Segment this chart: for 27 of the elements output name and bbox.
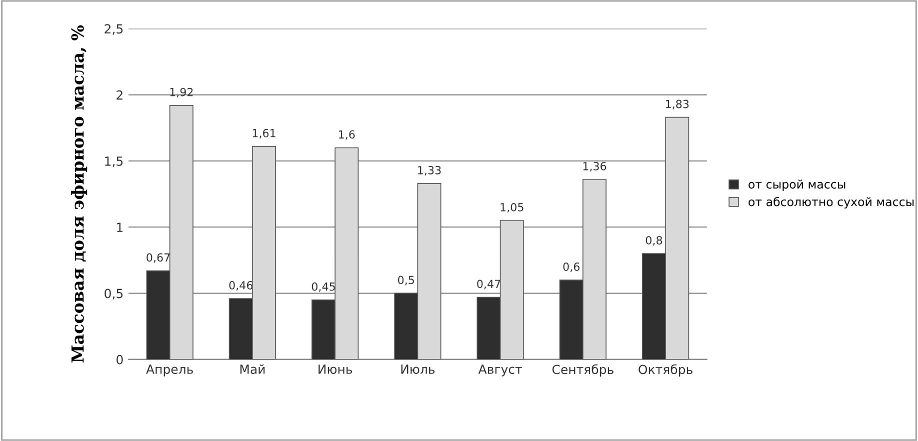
legend-label: от абсолютно сухой массы: [748, 196, 914, 209]
x-tick-label: Июль: [401, 364, 435, 374]
x-tick-label: Май: [240, 364, 265, 374]
y-axis-title: Массовая доля эфирного масла, %: [70, 25, 88, 362]
y-tick-label: 0,5: [104, 288, 123, 300]
x-tick-label: Сентябрь: [552, 364, 614, 377]
data-label: 1,61: [252, 128, 276, 138]
x-tick-label: Октябрь: [638, 364, 692, 377]
data-label: 1,83: [666, 100, 689, 110]
data-label: 0,47: [477, 280, 500, 290]
x-tick-label: Август: [478, 364, 522, 376]
y-tick-label: 1: [117, 222, 123, 232]
data-label: 1,05: [500, 203, 524, 213]
data-label: 1,36: [583, 162, 606, 172]
y-tick-label: 2,5: [104, 24, 123, 35]
legend-label: от сырой массы: [748, 180, 846, 191]
y-tick-label: 1,5: [105, 156, 123, 168]
data-label: 1,33: [418, 166, 441, 176]
data-label: 0,5: [398, 276, 414, 286]
x-tick-label: Апрель: [146, 364, 193, 376]
data-label: 0,67: [146, 253, 170, 263]
data-label: 0,6: [563, 262, 580, 272]
data-label: 1,6: [339, 130, 355, 140]
y-tick-label: 0: [116, 354, 123, 364]
data-label: 0,8: [646, 236, 662, 246]
x-tick-label: Июнь: [318, 364, 352, 374]
y-tick-label: 2: [116, 90, 122, 100]
